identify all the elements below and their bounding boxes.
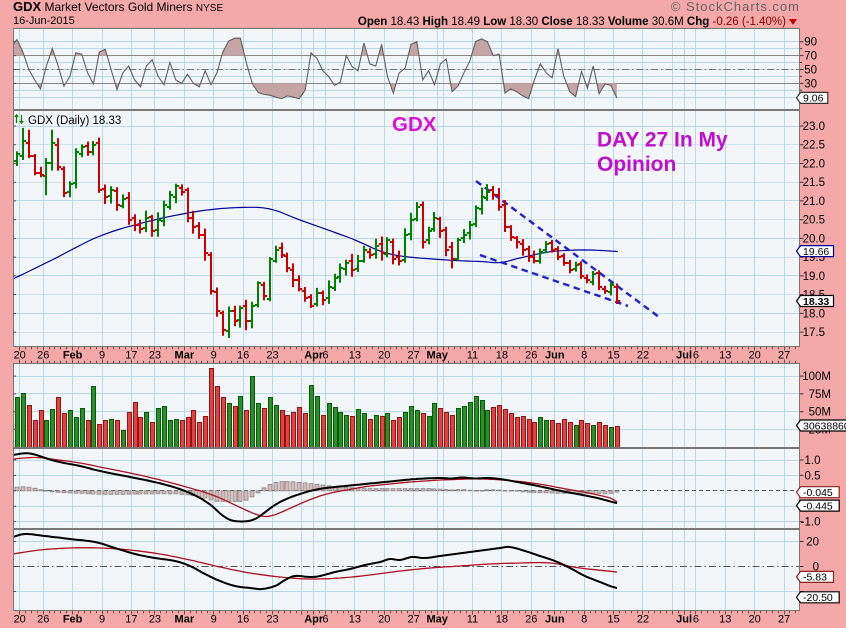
svg-text:9: 9 [211, 350, 217, 362]
svg-text:50M: 50M [809, 407, 831, 419]
svg-text:22.5: 22.5 [803, 140, 825, 152]
svg-text:11: 11 [467, 614, 478, 626]
svg-text:13: 13 [349, 614, 361, 626]
svg-text:19.66: 19.66 [803, 246, 829, 258]
svg-text:27: 27 [408, 614, 420, 626]
svg-text:23: 23 [149, 614, 161, 626]
svg-text:-5.83: -5.83 [803, 572, 827, 584]
svg-text:21.0: 21.0 [803, 196, 825, 208]
svg-text:GDX (Daily) 18.33: GDX (Daily) 18.33 [28, 115, 121, 127]
svg-text:26: 26 [525, 350, 537, 362]
svg-text:26: 26 [525, 614, 537, 626]
svg-text:6: 6 [693, 350, 699, 362]
svg-text:May: May [426, 614, 448, 626]
svg-text:Feb: Feb [63, 614, 83, 626]
svg-text:0: 0 [813, 562, 819, 574]
svg-text:-0.045: -0.045 [803, 487, 833, 499]
svg-text:15: 15 [607, 350, 619, 362]
svg-text:18.0: 18.0 [803, 308, 825, 320]
svg-text:9: 9 [99, 614, 105, 626]
svg-text:20.5: 20.5 [803, 215, 825, 227]
svg-text:23.0: 23.0 [803, 121, 825, 133]
svg-text:26: 26 [37, 350, 49, 362]
svg-text:9: 9 [211, 614, 217, 626]
svg-text:8: 8 [581, 350, 587, 362]
svg-text:30: 30 [804, 78, 817, 90]
svg-text:27: 27 [778, 614, 790, 626]
svg-text:20: 20 [749, 614, 761, 626]
svg-text:20: 20 [14, 614, 26, 626]
svg-text:20: 20 [14, 350, 26, 362]
svg-text:23: 23 [266, 350, 278, 362]
svg-text:19.0: 19.0 [803, 271, 825, 283]
svg-text:23: 23 [149, 350, 161, 362]
svg-text:18: 18 [496, 614, 508, 626]
svg-text:15: 15 [607, 614, 619, 626]
svg-text:26: 26 [37, 614, 49, 626]
svg-text:0.5: 0.5 [805, 470, 821, 482]
svg-text:9: 9 [99, 350, 105, 362]
svg-text:Jun: Jun [545, 350, 565, 362]
svg-text:9.06: 9.06 [803, 93, 824, 105]
svg-text:-20.50: -20.50 [803, 592, 833, 604]
svg-text:20: 20 [378, 350, 390, 362]
svg-text:13: 13 [349, 350, 361, 362]
svg-text:Mar: Mar [175, 350, 195, 362]
svg-text:Jul: Jul [676, 614, 692, 626]
svg-text:18: 18 [496, 350, 508, 362]
svg-text:16-Jun-2015: 16-Jun-2015 [13, 15, 75, 27]
svg-text:GDX Market Vectors Gold Miners: GDX Market Vectors Gold Miners NYSE [13, 0, 223, 14]
svg-text:13: 13 [719, 614, 731, 626]
svg-text:70: 70 [804, 51, 817, 63]
svg-text:Apr: Apr [304, 614, 324, 626]
svg-text:75M: 75M [809, 389, 831, 401]
svg-text:Jun: Jun [545, 614, 565, 626]
svg-text:16: 16 [237, 350, 249, 362]
svg-text:20: 20 [378, 614, 390, 626]
svg-text:6: 6 [322, 350, 328, 362]
svg-text:8: 8 [581, 614, 587, 626]
svg-text:22.0: 22.0 [803, 158, 825, 170]
svg-text:16: 16 [237, 614, 249, 626]
svg-text:Apr: Apr [304, 350, 324, 362]
svg-text:May: May [426, 350, 448, 362]
svg-text:6: 6 [693, 614, 699, 626]
svg-text:GDX: GDX [392, 113, 437, 136]
svg-text:6: 6 [322, 614, 328, 626]
svg-text:DAY 27 In My: DAY 27 In My [597, 129, 728, 152]
svg-text:23: 23 [266, 614, 278, 626]
svg-text:20.0: 20.0 [803, 233, 825, 245]
svg-text:27: 27 [778, 350, 790, 362]
svg-text:50: 50 [804, 64, 817, 76]
svg-text:30638860: 30638860 [803, 420, 846, 432]
svg-text:18.33: 18.33 [803, 296, 829, 308]
svg-text:17.5: 17.5 [803, 327, 825, 339]
svg-text:Open 18.43 High 18.49 Low 18.3: Open 18.43 High 18.49 Low 18.30 Close 18… [358, 16, 786, 28]
svg-text:100M: 100M [802, 371, 831, 383]
svg-text:-0.445: -0.445 [803, 500, 833, 512]
svg-text:Opinion: Opinion [597, 153, 676, 176]
svg-text:17: 17 [125, 614, 137, 626]
svg-text:17: 17 [125, 350, 137, 362]
svg-text:27: 27 [408, 350, 420, 362]
svg-text:1.0: 1.0 [805, 455, 821, 467]
svg-text:-1.0: -1.0 [801, 517, 821, 529]
svg-text:© StockCharts.com: © StockCharts.com [671, 0, 800, 14]
svg-text:21.5: 21.5 [803, 177, 825, 189]
svg-text:22: 22 [637, 350, 649, 362]
svg-text:90: 90 [804, 37, 817, 49]
svg-text:Mar: Mar [175, 614, 195, 626]
svg-text:13: 13 [719, 350, 731, 362]
svg-text:20: 20 [749, 350, 761, 362]
svg-text:22: 22 [637, 614, 649, 626]
svg-text:20: 20 [806, 537, 819, 549]
svg-text:11: 11 [467, 350, 478, 362]
svg-text:Jul: Jul [676, 350, 692, 362]
svg-text:Feb: Feb [63, 350, 83, 362]
